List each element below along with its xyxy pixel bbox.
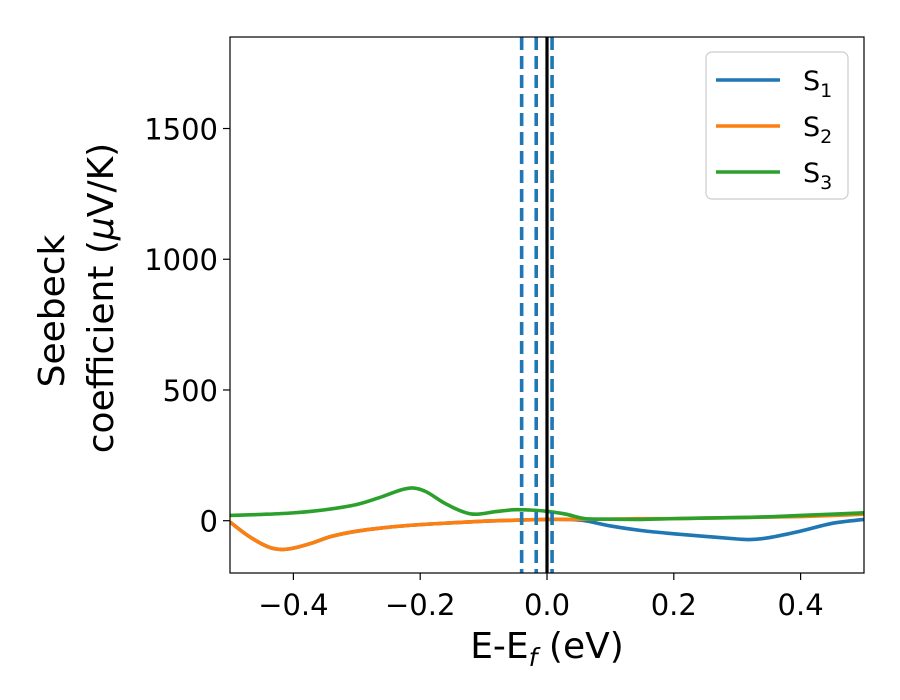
y-axis-label-line2: coefficient (μV/K) (81, 143, 122, 453)
y-tick-label: 1000 (144, 243, 218, 277)
x-tick-label: 0.2 (651, 588, 697, 622)
legend-label-s1: S1 (803, 66, 832, 102)
x-tick-label: −0.4 (258, 588, 328, 622)
y-axis-label: Seebeck coefficient (μV/K) (32, 143, 122, 453)
x-tick-label: 0.4 (778, 588, 824, 622)
x-tick-label: −0.2 (385, 588, 455, 622)
y-axis-label-line1: Seebeck (32, 234, 73, 387)
x-tick-label: 0.0 (524, 588, 570, 622)
y-tick-label: 500 (163, 374, 218, 408)
legend: S1 S2 S3 (705, 51, 849, 200)
y-tick-label: 0 (200, 505, 218, 539)
x-axis-label: E-Ef (eV) (470, 626, 624, 672)
legend-label-s3: S3 (803, 158, 832, 194)
data-layer (230, 37, 864, 573)
y-tick-label: 1500 (144, 113, 218, 147)
legend-label-s2: S2 (803, 112, 832, 148)
series-line-s3 (230, 486, 864, 522)
ticks-layer: −0.4 −0.2 0.0 0.2 0.4 0 500 1000 1500 (144, 113, 823, 622)
